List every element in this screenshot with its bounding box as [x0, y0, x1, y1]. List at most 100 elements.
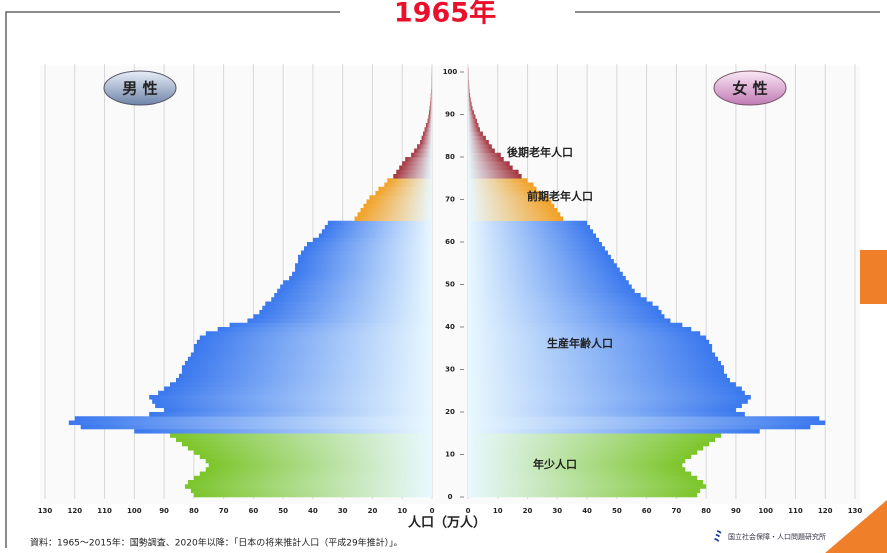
bar [271, 297, 432, 302]
bar [468, 297, 647, 302]
bar [468, 305, 659, 311]
x-tick-label: 70 [672, 507, 682, 515]
bar [164, 386, 433, 392]
bar [324, 225, 432, 230]
bar [430, 97, 432, 103]
bar [431, 89, 432, 94]
bar [468, 148, 495, 154]
bar [468, 225, 591, 230]
x-tick-label: 30 [338, 507, 348, 515]
x-tick-label: 50 [278, 507, 288, 515]
bar [468, 271, 623, 277]
bar [468, 484, 707, 489]
bar [468, 250, 608, 256]
x-tick-label: 100 [758, 507, 773, 515]
x-tick-label: 50 [612, 507, 622, 515]
bar [468, 335, 707, 341]
bar [427, 118, 432, 124]
bar [468, 135, 486, 141]
bar [468, 161, 510, 166]
y-tick-label: 50 [445, 281, 455, 289]
bar [468, 212, 561, 217]
bar [369, 195, 432, 200]
bar [468, 433, 722, 438]
bar [468, 378, 730, 383]
deco-corner [825, 500, 887, 553]
y-tick-label: 20 [445, 408, 455, 416]
bar [190, 488, 432, 494]
bar [468, 424, 811, 430]
bar [468, 140, 489, 145]
bar [468, 276, 626, 281]
bar [428, 114, 432, 120]
bar [468, 93, 471, 98]
y-tick-label: 10 [445, 451, 455, 459]
bar [468, 152, 501, 158]
bar [399, 165, 432, 171]
bar [378, 186, 432, 192]
bar [468, 429, 760, 434]
bar [149, 412, 432, 417]
bar [259, 310, 432, 315]
bar [468, 186, 537, 192]
bar [312, 237, 432, 243]
bar [468, 480, 704, 485]
bar [468, 237, 599, 243]
y-tick-label: 30 [445, 366, 455, 374]
bar [181, 365, 432, 370]
bar [292, 271, 432, 277]
bar [468, 454, 692, 460]
y-tick-label: 90 [445, 111, 455, 119]
bar [253, 314, 432, 319]
bar [158, 390, 432, 396]
bar [175, 378, 432, 383]
bar [421, 135, 432, 141]
bar [429, 106, 432, 111]
bar [357, 212, 432, 217]
x-tick-label: 20 [523, 507, 533, 515]
bar [468, 399, 748, 404]
legend-badge [103, 70, 177, 106]
chart-title: 1965年 [394, 0, 496, 29]
publisher: 国立社会保障・人口問題研究所 [728, 532, 826, 541]
bar [468, 327, 692, 332]
bar [468, 254, 611, 260]
bar [393, 174, 432, 179]
bars [68, 67, 826, 498]
bar [181, 369, 432, 375]
bar [149, 395, 432, 400]
bar [468, 373, 727, 379]
bar [468, 386, 742, 392]
bar [468, 322, 683, 328]
x-tick-label: 90 [159, 507, 169, 515]
bar [468, 395, 751, 400]
bar [199, 471, 432, 477]
bar [360, 208, 432, 213]
x-tick-label: 80 [189, 507, 199, 515]
x-tick-label: 70 [219, 507, 229, 515]
bar [187, 480, 432, 485]
bar [402, 161, 432, 166]
bar [468, 199, 552, 205]
x-tick-label: 30 [552, 507, 562, 515]
bar [424, 127, 432, 132]
bar [247, 318, 432, 324]
bar [301, 250, 432, 256]
bar [468, 114, 476, 120]
bar [155, 403, 432, 409]
bar [468, 382, 736, 387]
bar [468, 216, 564, 222]
y-tick-label: 70 [445, 196, 455, 204]
frame [5, 11, 880, 548]
bar [468, 97, 471, 103]
bar [196, 339, 432, 345]
bar [468, 127, 480, 132]
bar [199, 335, 432, 341]
bar [134, 429, 433, 434]
bar [468, 437, 716, 443]
bar [468, 390, 745, 396]
bar [468, 450, 698, 455]
bar [289, 276, 432, 281]
bar [396, 169, 432, 175]
bar [468, 229, 594, 234]
